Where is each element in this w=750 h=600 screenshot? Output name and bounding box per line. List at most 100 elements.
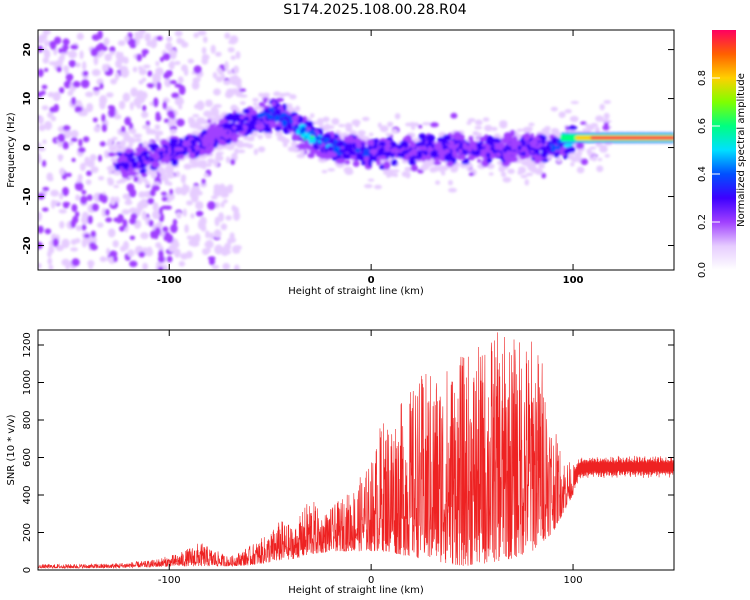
heatmap-cell [155, 154, 161, 160]
heatmap-cell [462, 149, 468, 153]
heatmap-cell [138, 191, 146, 198]
heatmap-cell [218, 212, 225, 222]
heatmap-cell [569, 115, 579, 123]
heatmap-cell [495, 152, 502, 158]
heatmap-cell [542, 146, 549, 150]
heatmap-cell [44, 228, 52, 235]
heatmap-cell [601, 119, 610, 123]
heatmap-cell [537, 142, 543, 147]
heatmap-y-tick-label: 10 [22, 92, 33, 106]
heatmap-cell [214, 156, 223, 162]
heatmap-cell [283, 115, 287, 119]
heatmap-cell [169, 141, 174, 147]
heatmap-cell [158, 266, 164, 270]
heatmap-cell [213, 88, 221, 96]
heatmap-cell [102, 65, 109, 72]
heatmap-cell [359, 146, 364, 151]
heatmap-cell [275, 130, 283, 137]
snr-series-line [38, 332, 674, 570]
heatmap-cell [38, 262, 42, 269]
heatmap-cell [452, 149, 458, 158]
heatmap-cell [327, 150, 334, 158]
heatmap-cell [93, 86, 100, 91]
heatmap-cell [128, 188, 137, 198]
heatmap-x-axis-label: Height of straight line (km) [288, 286, 424, 297]
heatmap-cell [277, 112, 282, 117]
colorbar-tick-label: 0.6 [697, 118, 708, 134]
heatmap-cell [252, 102, 258, 106]
heatmap-cell [124, 35, 130, 42]
heatmap-cell [207, 201, 216, 210]
heatmap-cell [58, 209, 67, 214]
heatmap-cell [526, 145, 530, 149]
heatmap-cell [97, 154, 103, 162]
heatmap-cell [351, 119, 361, 126]
snr-y-tick-label: 800 [22, 410, 33, 429]
heatmap-y-tick-label: 20 [22, 43, 33, 57]
heatmap-cell [89, 154, 97, 162]
heatmap-cell [152, 201, 159, 212]
heatmap-cell [196, 117, 205, 123]
heatmap-cell [104, 208, 110, 216]
heatmap-cell [213, 103, 222, 109]
heatmap-cell [390, 154, 395, 159]
heatmap-cell [184, 136, 189, 141]
heatmap-cell [215, 151, 225, 155]
heatmap-cell [68, 50, 77, 59]
heatmap-cell [220, 223, 228, 231]
heatmap-cell [476, 142, 483, 148]
colorbar-ticks: 0.0 0.2 0.4 0.6 0.8 [697, 70, 720, 278]
heatmap-cell [176, 95, 183, 104]
heatmap-cell [597, 157, 603, 162]
heatmap-cell [403, 149, 408, 155]
heatmap-cell [79, 162, 86, 172]
heatmap-cell [38, 68, 44, 78]
heatmap-y-tick-label: 0 [22, 144, 33, 151]
heatmap-cell [586, 127, 591, 134]
heatmap-cell [70, 137, 78, 143]
heatmap-cell [307, 152, 315, 159]
heatmap-cell [58, 154, 63, 162]
heatmap-cell [351, 142, 357, 147]
heatmap-cell [500, 171, 507, 178]
heatmap-cell [54, 60, 63, 69]
heatmap-cell [75, 62, 81, 68]
heatmap-cell [331, 117, 340, 125]
heatmap-cell [121, 168, 127, 176]
heatmap-cell [114, 72, 120, 81]
heatmap-cell [42, 139, 47, 145]
snr-x-ticks: -100 0 100 [158, 330, 583, 586]
heatmap-cell [210, 195, 218, 200]
heatmap-cell [113, 114, 122, 120]
heatmap-cell [99, 141, 106, 147]
heatmap-cell [209, 257, 215, 263]
heatmap-cell [133, 98, 139, 107]
heatmap-cell [367, 178, 375, 182]
snr-x-tick-label: -100 [158, 575, 181, 586]
heatmap-cell [128, 152, 135, 158]
heatmap-cell [147, 197, 155, 205]
heatmap-cell [162, 53, 171, 61]
heatmap-cell [80, 195, 88, 205]
heatmap-cell [505, 144, 509, 151]
heatmap-cell [308, 139, 313, 145]
heatmap-cell [62, 44, 69, 51]
heatmap-cell [160, 150, 164, 156]
heatmap-cell [61, 238, 70, 249]
heatmap-cell [165, 70, 170, 79]
heatmap-cell [156, 130, 164, 136]
heatmap-cell [242, 108, 250, 114]
heatmap-cell [239, 101, 246, 105]
heatmap-cell [596, 165, 604, 173]
heatmap-cell [262, 97, 269, 104]
heatmap-frame [37, 29, 675, 271]
heatmap-cell [297, 142, 308, 150]
heatmap-cell [468, 172, 475, 176]
heatmap-cell [122, 240, 130, 251]
heatmap-cell [209, 232, 214, 240]
heatmap-cell [195, 144, 200, 151]
heatmap-cell [38, 115, 44, 125]
heatmap-cell [222, 262, 231, 270]
snr-y-tick-label: 200 [22, 523, 33, 542]
